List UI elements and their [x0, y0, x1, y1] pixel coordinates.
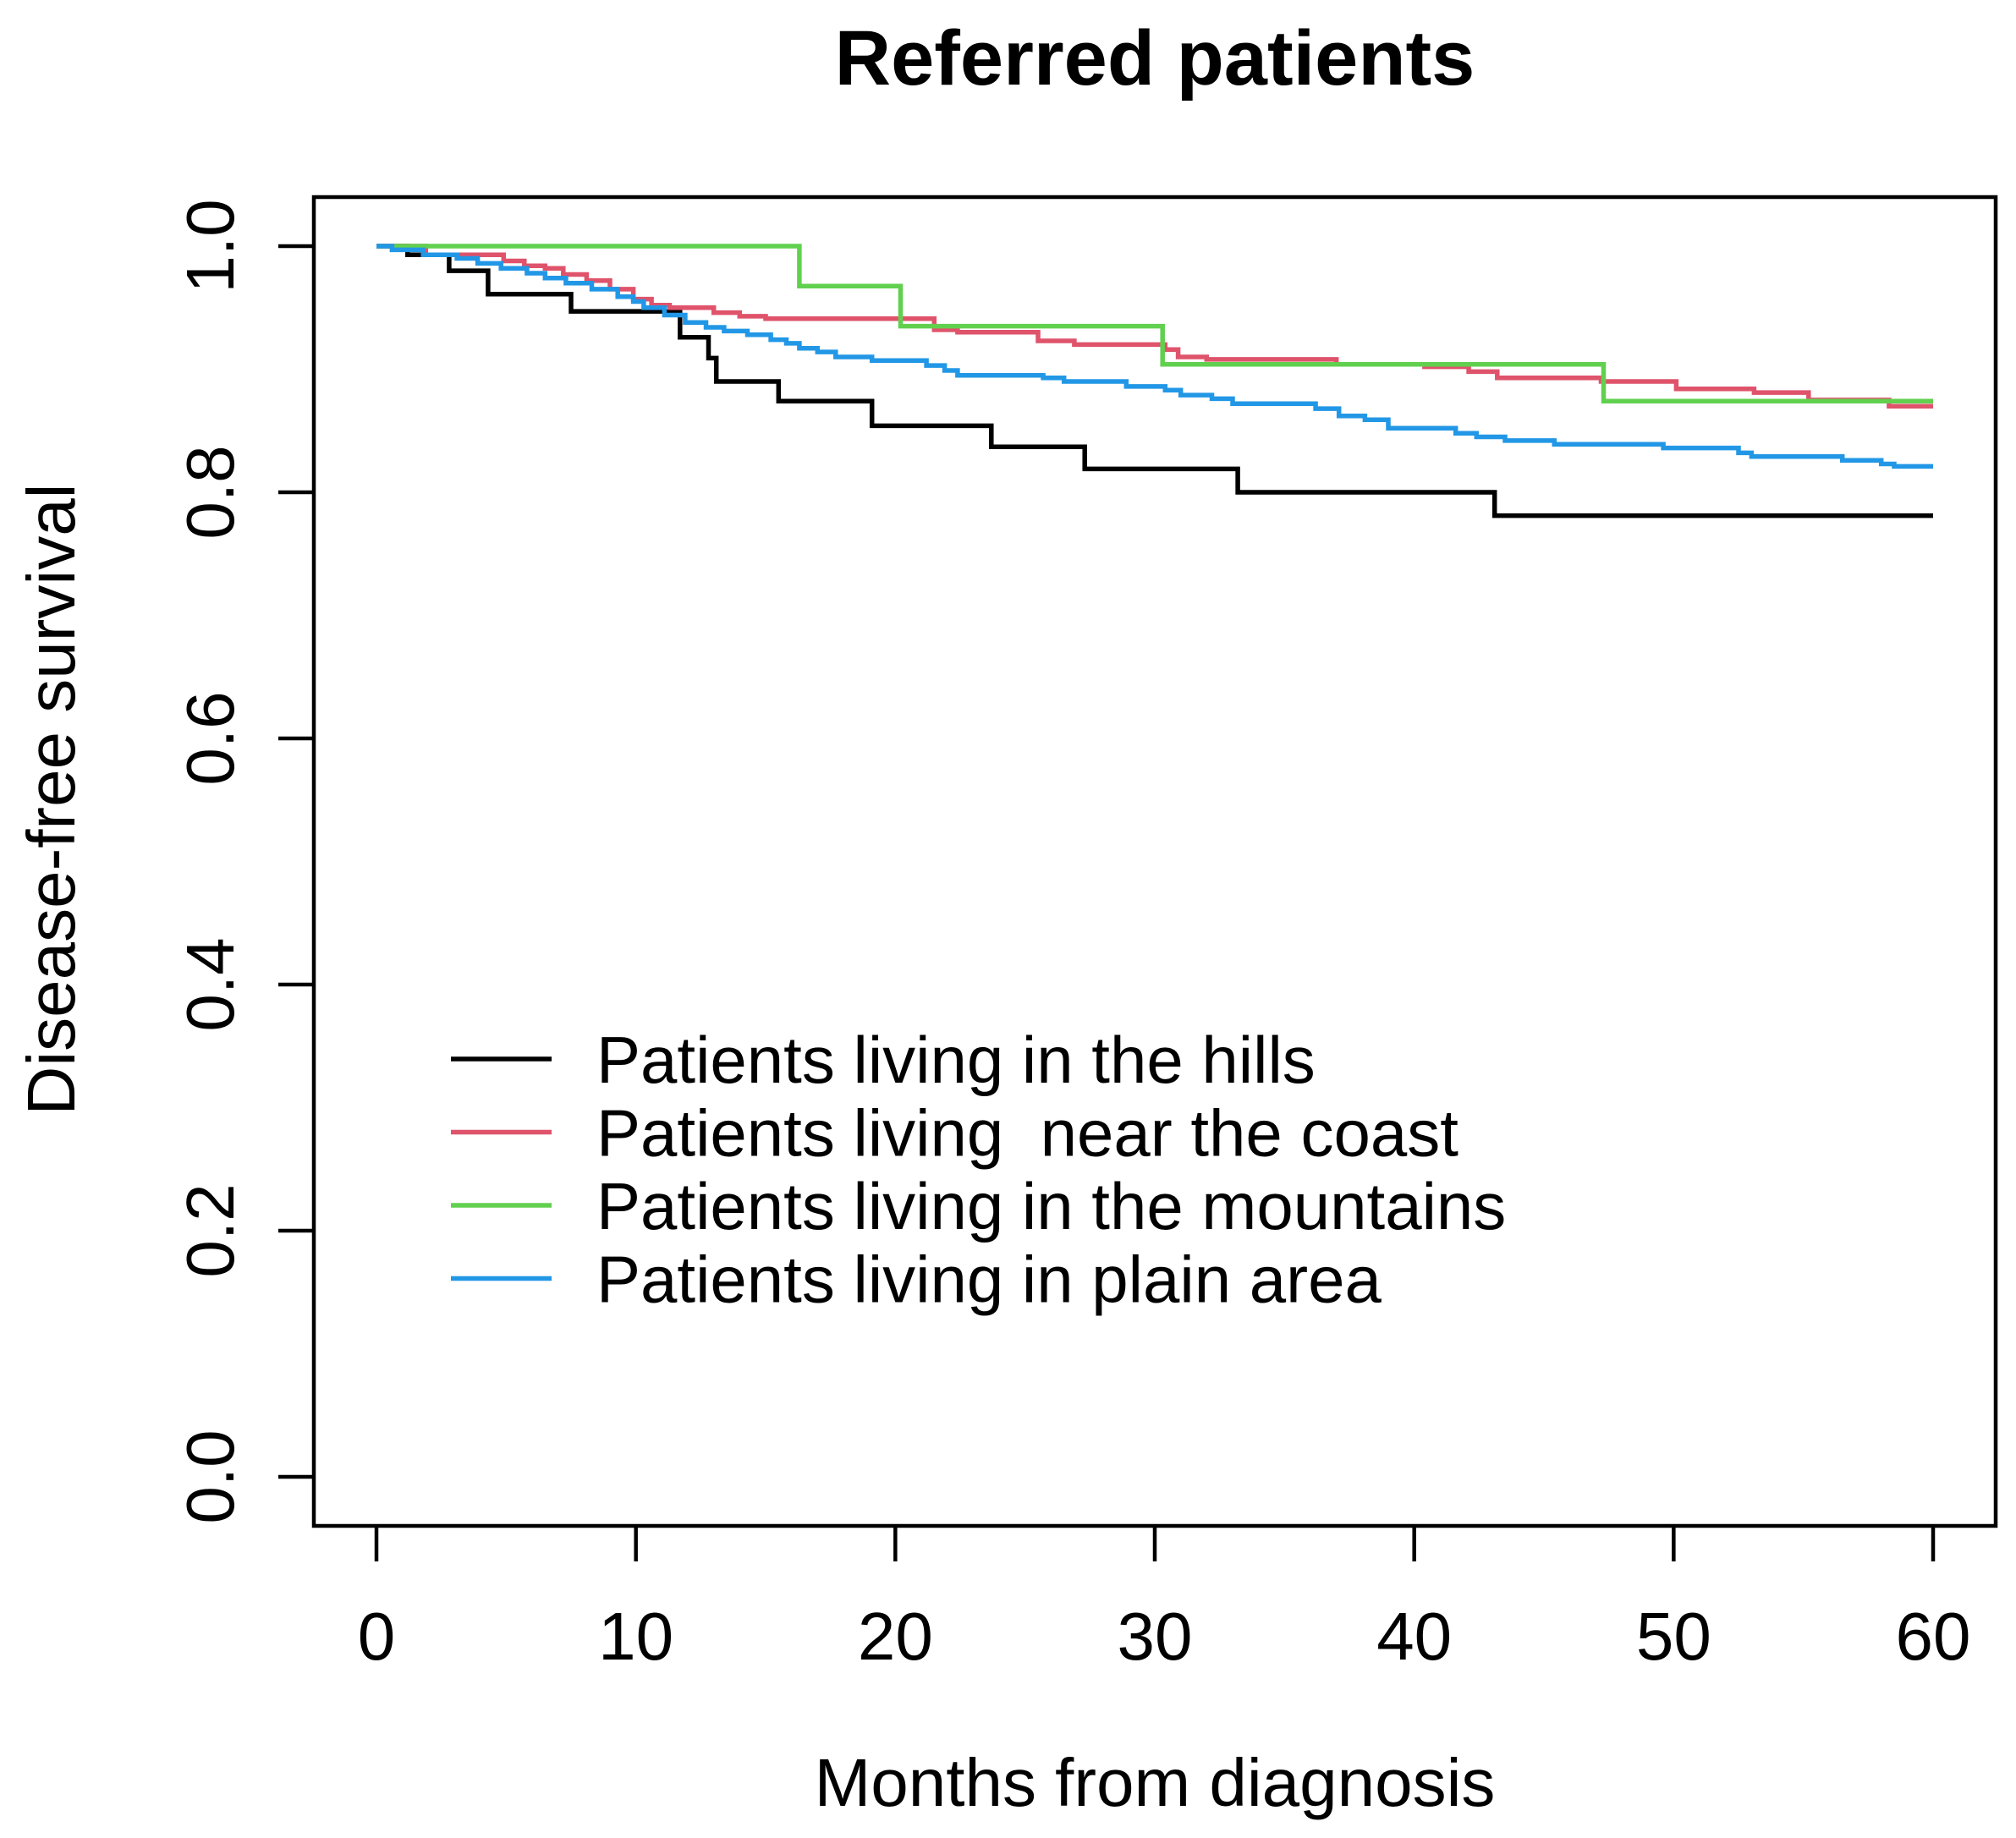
chart-title: Referred patients	[835, 15, 1475, 102]
survival-curve-mountains	[376, 244, 1933, 404]
x-tick-label: 0	[358, 1599, 396, 1674]
legend-item-coast: Patients living near the coast	[451, 1096, 1458, 1171]
y-axis-title: Disease-free survival	[14, 484, 89, 1116]
x-tick-label: 10	[598, 1599, 673, 1674]
x-tick-label: 40	[1376, 1599, 1452, 1674]
legend-item-hills: Patients living in the hills	[451, 1023, 1316, 1097]
y-axis-ticks: 0.0 0.2 0.4 0.6 0.8 1.0	[173, 199, 314, 1524]
x-tick-label: 30	[1118, 1599, 1193, 1674]
x-axis-ticks: 0 10 20 30 40 50 60	[358, 1526, 1971, 1674]
legend-label-plain: Patients living in plain area	[596, 1243, 1382, 1317]
survival-curves	[376, 244, 1933, 518]
survival-curve-coast	[376, 244, 1933, 409]
survival-curve-hills	[376, 244, 1933, 518]
y-tick-label: 1.0	[173, 199, 248, 293]
legend-item-plain: Patients living in plain area	[451, 1243, 1382, 1317]
x-tick-label: 20	[858, 1599, 933, 1674]
legend-label-hills: Patients living in the hills	[596, 1023, 1316, 1097]
y-tick-label: 0.2	[173, 1183, 248, 1277]
y-tick-label: 0.6	[173, 691, 248, 785]
y-tick-label: 0.4	[173, 937, 248, 1031]
legend-label-coast: Patients living near the coast	[596, 1096, 1458, 1171]
x-axis-title: Months from diagnosis	[815, 1745, 1496, 1820]
survival-curve-plain	[376, 244, 1933, 469]
x-tick-label: 60	[1896, 1599, 1971, 1674]
plot-box	[311, 195, 1998, 1528]
y-tick-label: 0.8	[173, 445, 248, 539]
y-tick-label: 0.0	[173, 1429, 248, 1523]
legend-label-mountains: Patients living in the mountains	[596, 1169, 1506, 1243]
legend-item-mountains: Patients living in the mountains	[451, 1169, 1506, 1243]
x-tick-label: 50	[1636, 1599, 1711, 1674]
